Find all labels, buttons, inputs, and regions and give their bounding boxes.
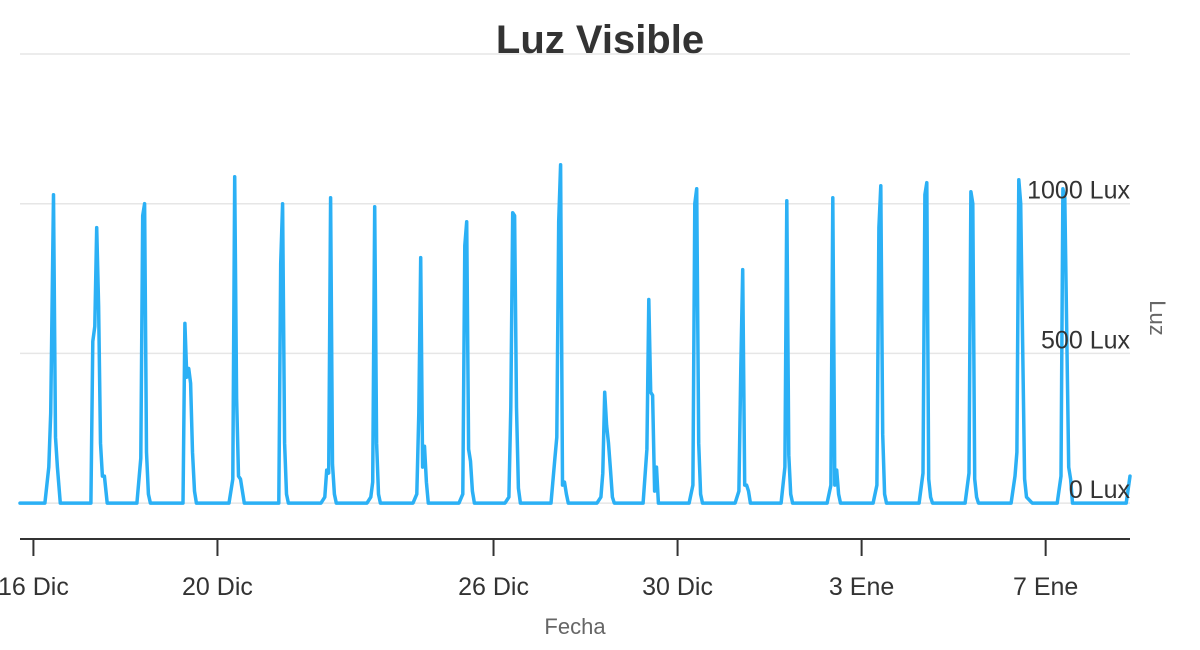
y-tick-label: 0 Lux <box>1069 476 1131 504</box>
x-tick-label: 30 Dic <box>642 573 713 601</box>
series-line <box>18 163 1132 505</box>
x-tick-label: 20 Dic <box>182 573 253 601</box>
x-ticks: 16 Dic 20 Dic 26 Dic 30 Dic 3 Ene 7 Ene <box>0 539 1078 601</box>
y-tick-label: 1000 Lux <box>1027 177 1130 205</box>
x-tick-label: 26 Dic <box>458 573 529 601</box>
x-tick-label: 3 Ene <box>829 573 894 601</box>
y-tick-labels: 0 Lux 500 Lux 1000 Lux <box>1027 177 1130 504</box>
y-axis-title: Luz <box>1145 300 1170 335</box>
gridlines <box>20 53 1130 504</box>
x-tick-label: 7 Ene <box>1013 573 1078 601</box>
x-axis-title: Fecha <box>544 614 606 639</box>
series-layer <box>18 163 1132 505</box>
chart-title: Luz Visible <box>496 18 704 62</box>
x-tick-label: 16 Dic <box>0 573 69 601</box>
y-tick-label: 500 Lux <box>1041 326 1130 354</box>
